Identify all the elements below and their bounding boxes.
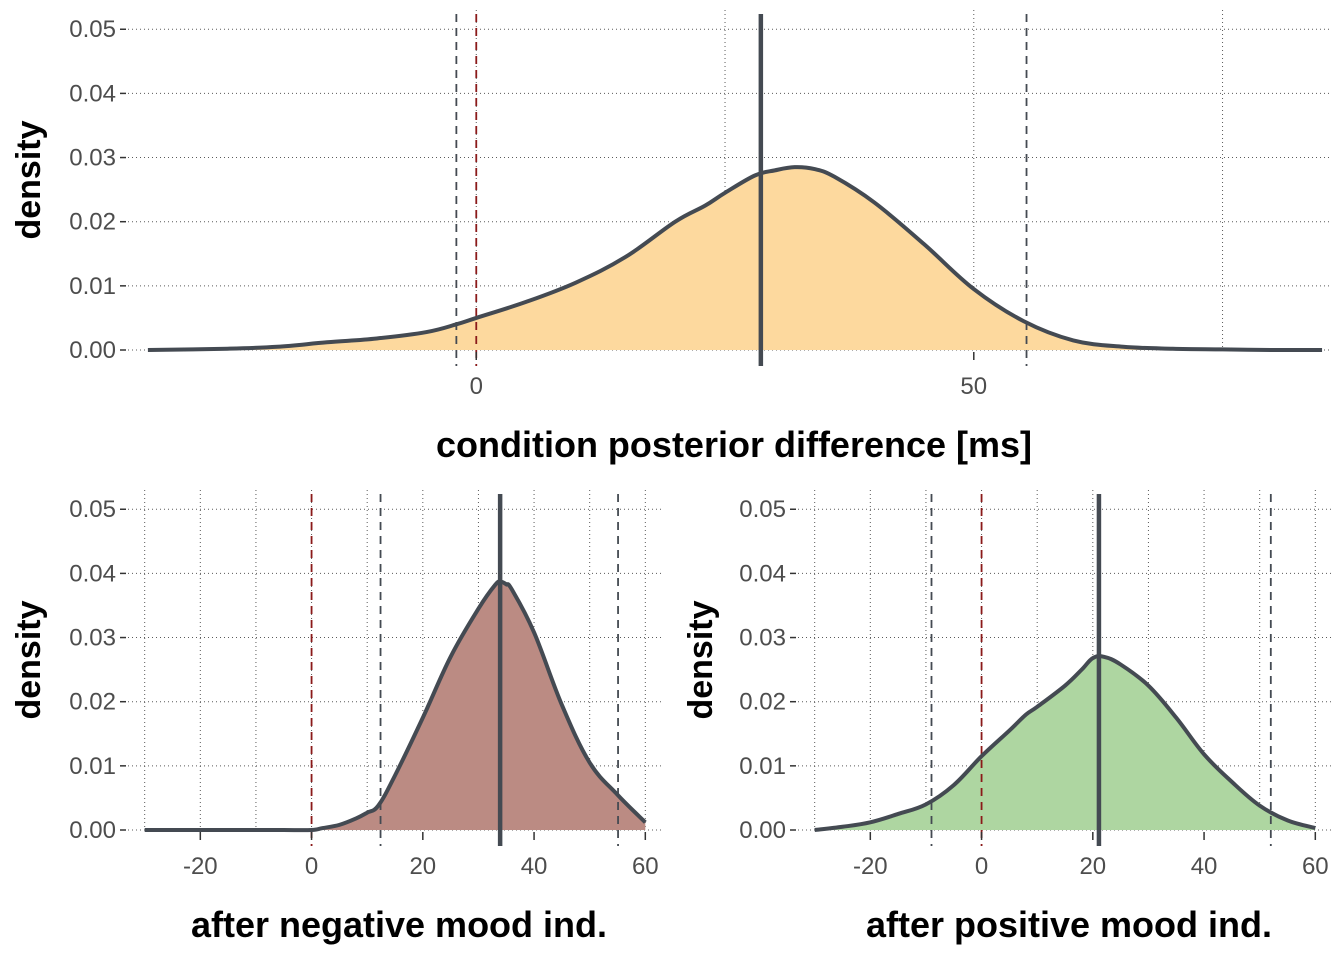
chart-panel-bottom-right: 0.00 0.01 0.02 0.03 0.04 0.05 -20 0 20 40 60 after … [682,490,1332,945]
x-tick-label: -20 [853,853,888,880]
y-tick-label: 0.03 [69,625,116,652]
x-tick-label: 0 [470,373,483,400]
density-line [814,654,1316,832]
x-axis-title: after positive mood ind. [866,904,1272,945]
y-tick-label: 0.04 [69,80,116,107]
chart-panel-bottom-left: 0.00 0.01 0.02 0.03 0.04 0.05 -20 0 20 40 60 after … [10,490,662,945]
y-tick-label: 0.00 [69,337,116,364]
x-tick-label: 40 [521,853,548,880]
y-tick-label: 0.00 [739,817,786,844]
x-tick-label: 0 [305,853,318,880]
density-area [147,167,1323,351]
x-tick-label: 40 [1191,853,1218,880]
y-tick-label: 0.00 [69,817,116,844]
y-tick-label: 0.01 [69,753,116,780]
y-tick-label: 0.02 [69,209,116,236]
x-tick-label: 20 [409,853,436,880]
density-line [147,165,1323,353]
y-tick-label: 0.04 [69,560,116,587]
x-tick-label: -20 [183,853,218,880]
y-tick-label: 0.03 [69,145,116,172]
y-axis-title: density [10,120,48,239]
x-tick-label: 50 [960,373,987,400]
x-tick-label: 0 [975,853,988,880]
density-area [144,581,646,831]
chart-panel-top: 0.00 0.01 0.02 0.03 0.04 0.05 0 50 condition pos… [10,10,1332,465]
y-tick-label: 0.05 [69,496,116,523]
density-area [814,656,1316,830]
y-axis-title: density [10,600,48,719]
x-tick-label: 20 [1079,853,1106,880]
y-axis-title: density [682,600,720,719]
x-tick-label: 60 [632,853,659,880]
y-tick-label: 0.05 [739,496,786,523]
y-tick-label: 0.02 [739,689,786,716]
y-tick-label: 0.05 [69,16,116,43]
y-tick-label: 0.02 [69,689,116,716]
x-axis-title: after negative mood ind. [191,904,607,945]
y-tick-label: 0.03 [739,625,786,652]
x-tick-label: 60 [1302,853,1329,880]
y-tick-label: 0.01 [739,753,786,780]
density-line [144,579,647,833]
x-axis-title: condition posterior difference [ms] [436,424,1032,465]
y-tick-label: 0.01 [69,273,116,300]
y-tick-label: 0.04 [739,560,786,587]
